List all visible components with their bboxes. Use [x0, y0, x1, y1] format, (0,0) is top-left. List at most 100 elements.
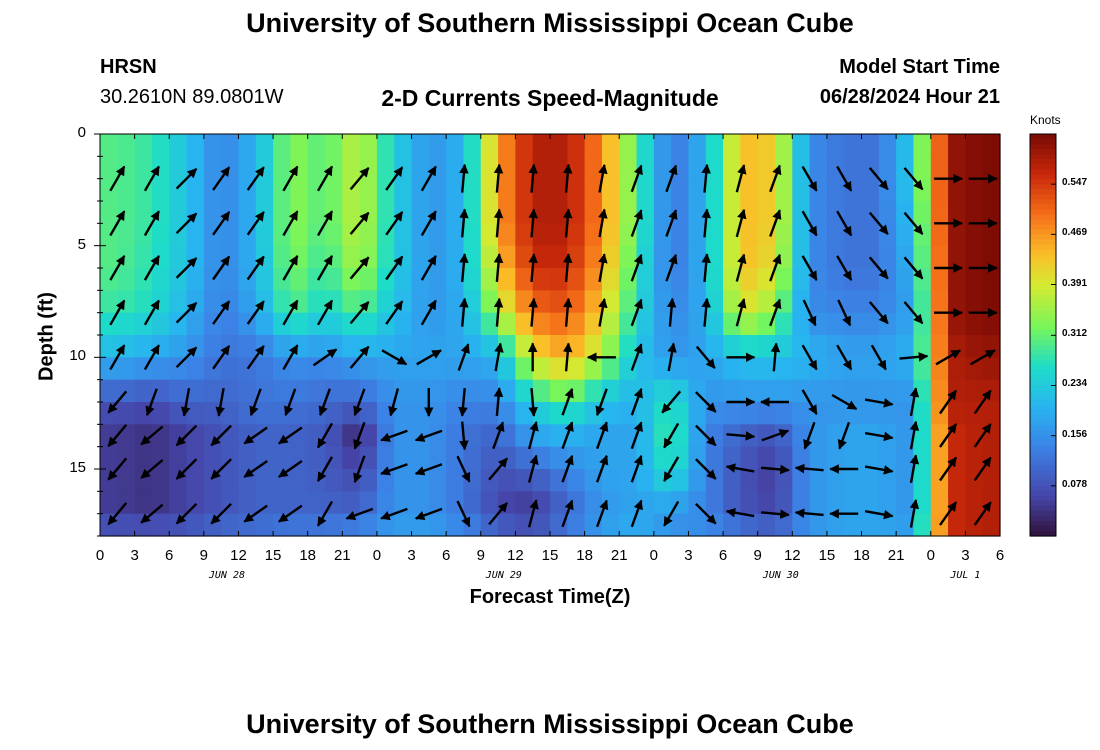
heatmap-cell: [896, 469, 915, 492]
heatmap-cell: [498, 357, 516, 381]
current-vector: [107, 457, 128, 481]
heatmap-cell: [584, 469, 603, 492]
current-vector: [726, 431, 756, 441]
heatmap-cell: [896, 312, 915, 336]
heatmap-cell: [584, 156, 603, 180]
heatmap-cell: [982, 268, 1001, 291]
heatmap-cell: [446, 268, 465, 291]
heatmap-cell: [913, 290, 932, 314]
current-vector: [595, 499, 609, 528]
heatmap-cell: [411, 245, 430, 269]
heatmap-cell: [705, 134, 724, 157]
heatmap-cell: [186, 223, 205, 247]
heatmap-cell: [498, 156, 516, 180]
colorbar-swatch: [1030, 415, 1056, 422]
current-vector: [562, 342, 573, 372]
heatmap-cell: [463, 156, 482, 180]
heatmap-cell: [826, 178, 845, 202]
x-axis-title: Forecast Time(Z): [469, 586, 631, 608]
current-vector: [665, 164, 678, 193]
heatmap-cell: [411, 335, 430, 358]
heatmap-cell: [325, 134, 343, 157]
current-vector: [143, 255, 160, 281]
heatmap-cell: [428, 178, 447, 202]
heatmap-cell: [221, 379, 240, 403]
x-tick-label: 6: [165, 547, 174, 564]
colorbar-swatch: [1030, 314, 1056, 321]
heatmap-cell: [290, 357, 309, 381]
heatmap-cell: [584, 491, 603, 515]
heatmap-cell: [428, 223, 447, 247]
current-vector: [868, 301, 889, 325]
heatmap-cell: [255, 446, 274, 470]
heatmap-cell: [757, 513, 776, 537]
heatmap-cell: [567, 134, 586, 157]
colorbar-swatch: [1030, 284, 1056, 291]
heatmap-cell: [550, 513, 568, 537]
heatmap-cell: [896, 134, 915, 157]
colorbar-tick-label: 0.234: [1062, 378, 1088, 390]
heatmap-cell: [723, 379, 741, 403]
heatmap-cell: [619, 201, 638, 224]
current-vector: [381, 349, 408, 366]
heatmap-cell: [809, 424, 828, 448]
heatmap-cell: [428, 469, 447, 492]
current-vector: [180, 387, 191, 417]
current-vector: [831, 393, 858, 411]
heatmap-cell: [273, 134, 291, 157]
heatmap-cell: [896, 357, 915, 381]
heatmap-cell: [376, 290, 395, 314]
colorbar-swatch: [1030, 510, 1056, 517]
heatmap-cell: [619, 223, 638, 247]
heatmap-cell: [688, 402, 707, 425]
current-vector: [695, 458, 717, 480]
heatmap-cell: [636, 469, 655, 492]
heatmap-cell: [463, 402, 482, 425]
current-vector: [909, 498, 920, 528]
heatmap-cell: [601, 357, 620, 381]
current-vector: [494, 342, 504, 372]
current-vector: [420, 165, 437, 192]
current-vector: [385, 166, 404, 191]
heatmap-cell: [359, 268, 378, 291]
heatmap-cell: [619, 469, 638, 492]
heatmap-cell: [584, 513, 603, 537]
heatmap-cell: [965, 335, 984, 358]
heatmap-cell: [255, 513, 274, 537]
colorbar-swatch: [1030, 515, 1056, 522]
heatmap-cell: [446, 201, 465, 224]
heatmap-cell: [359, 491, 378, 515]
heatmap-cell: [844, 201, 863, 224]
heatmap-cell: [913, 245, 932, 269]
heatmap-cell: [671, 469, 690, 492]
heatmap-cell: [221, 402, 240, 425]
current-vector: [353, 388, 366, 417]
heatmap-cell: [532, 201, 551, 224]
current-vector: [278, 504, 303, 523]
heatmap-cell: [896, 379, 915, 403]
heatmap-cell: [775, 491, 793, 515]
colorbar-tick-label: 0.312: [1062, 328, 1088, 340]
heatmap-cell: [342, 491, 361, 515]
colorbar-swatch: [1030, 139, 1056, 145]
current-vector: [385, 211, 404, 236]
current-vector: [939, 501, 958, 526]
current-vector: [528, 163, 538, 193]
current-vector: [794, 508, 824, 518]
x-tick-label: 9: [476, 547, 485, 564]
heatmap-cell: [480, 335, 499, 358]
heatmap-cell: [636, 134, 655, 157]
heatmap-cell: [480, 178, 499, 202]
current-vector: [761, 429, 790, 442]
heatmap-cell: [325, 402, 343, 425]
heatmap-cell: [671, 178, 690, 202]
heatmap-cell: [809, 245, 828, 269]
heatmap-cell: [359, 513, 378, 537]
heatmap-cell: [532, 402, 551, 425]
heatmap-cell: [619, 402, 638, 425]
colorbar-swatch: [1030, 289, 1056, 296]
heatmap-cell: [186, 178, 205, 202]
colorbar-swatch: [1030, 299, 1056, 306]
current-vector: [801, 255, 818, 281]
current-vector: [345, 507, 374, 521]
